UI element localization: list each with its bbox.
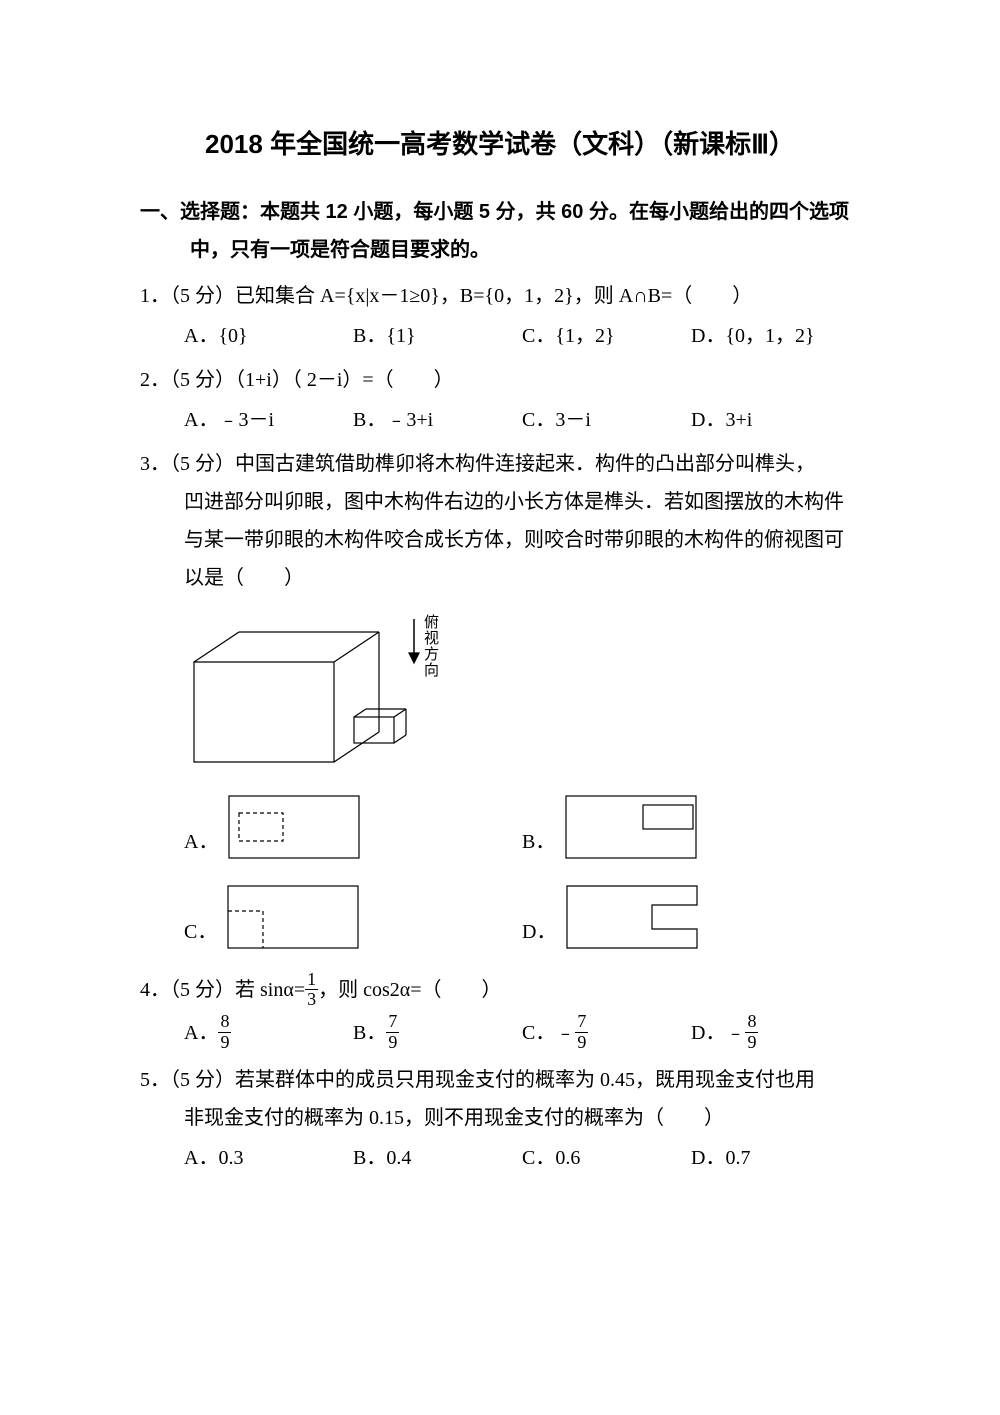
q5-option-b: B．0.4 bbox=[353, 1139, 522, 1177]
q4-stem-frac: 13 bbox=[305, 970, 318, 1011]
question-2: 2．（5 分）（1+i）（ 2－i）=（ ） A．﹣3－i B．﹣3+i C．3… bbox=[140, 361, 860, 439]
q3-figure-c-icon bbox=[223, 881, 363, 953]
q4-stem: 4．（5 分）若 sinα=13，则 cos2α=（ ） bbox=[140, 971, 860, 1012]
question-4: 4．（5 分）若 sinα=13，则 cos2α=（ ） A．89 B．79 C… bbox=[140, 971, 860, 1054]
q4-label-d: D．﹣ bbox=[691, 1022, 745, 1044]
q4-option-b: B．79 bbox=[353, 1014, 522, 1055]
q5-body1: 非现金支付的概率为 0.15，则不用现金支付的概率为（ ） bbox=[140, 1099, 860, 1137]
q4-label-b: B． bbox=[353, 1022, 386, 1044]
q4-frac-c: 79 bbox=[575, 1012, 588, 1053]
q1-stem: 1．（5 分）已知集合 A={x|x－1≥0}，B={0，1，2}，则 A∩B=… bbox=[140, 277, 860, 315]
q5-option-c: C．0.6 bbox=[522, 1139, 691, 1177]
q1-option-a: A．{0} bbox=[184, 317, 353, 355]
q4-frac-b: 79 bbox=[386, 1012, 399, 1053]
q2-option-b: B．﹣3+i bbox=[353, 401, 522, 439]
q4-stem-pre: 4．（5 分）若 sinα= bbox=[140, 979, 305, 1001]
q3-body3: 以是（ ） bbox=[140, 559, 860, 597]
q5-option-d: D．0.7 bbox=[691, 1139, 860, 1177]
q3-body1: 凹进部分叫卯眼，图中木构件右边的小长方体是榫头．若如图摆放的木构件 bbox=[140, 483, 860, 521]
q3-label-b: B． bbox=[522, 823, 555, 863]
q3-figure-a-icon bbox=[224, 791, 364, 863]
question-1: 1．（5 分）已知集合 A={x|x－1≥0}，B={0，1，2}，则 A∩B=… bbox=[140, 277, 860, 355]
q4-label-a: A． bbox=[184, 1022, 218, 1044]
q3-label-d: D． bbox=[522, 913, 556, 953]
q3-figure-b-icon bbox=[561, 791, 701, 863]
q5-option-a: A．0.3 bbox=[184, 1139, 353, 1177]
q3-label-c: C． bbox=[184, 913, 217, 953]
section-header-line1: 一、选择题：本题共 12 小题，每小题 5 分，共 60 分。在每小题给出的四个… bbox=[140, 193, 860, 231]
q3-choice-grid: A． B． C． bbox=[140, 791, 860, 953]
q1-option-c: C．{1，2} bbox=[522, 317, 691, 355]
q4-option-d: D．﹣89 bbox=[691, 1014, 860, 1055]
q1-options: A．{0} B．{1} C．{1，2} D．{0，1，2} bbox=[140, 317, 860, 355]
q3-label-a: A． bbox=[184, 823, 218, 863]
q5-stem: 5．（5 分）若某群体中的成员只用现金支付的概率为 0.45，既用现金支付也用 bbox=[140, 1061, 860, 1099]
section-header-line2: 中，只有一项是符合题目要求的。 bbox=[140, 231, 860, 269]
q1-option-b: B．{1} bbox=[353, 317, 522, 355]
q2-option-a: A．﹣3－i bbox=[184, 401, 353, 439]
q2-option-c: C．3－i bbox=[522, 401, 691, 439]
q3-option-d: D． bbox=[522, 881, 860, 953]
view-dir-char4: 向 bbox=[424, 662, 439, 679]
q3-body2: 与某一带卯眼的木构件咬合成长方体，则咬合时带卯眼的木构件的俯视图可 bbox=[140, 521, 860, 559]
question-3: 3．（5 分）中国古建筑借助榫卯将木构件连接起来．构件的凸出部分叫榫头， 凹进部… bbox=[140, 445, 860, 953]
q2-option-d: D．3+i bbox=[691, 401, 860, 439]
q4-option-c: C．﹣79 bbox=[522, 1014, 691, 1055]
q2-stem: 2．（5 分）（1+i）（ 2－i）=（ ） bbox=[140, 361, 860, 399]
q4-stem-post: ，则 cos2α=（ ） bbox=[318, 979, 501, 1001]
q3-main-figure: 俯 视 方 向 bbox=[140, 607, 860, 777]
q3-figure-d-icon bbox=[562, 881, 702, 953]
q3-option-a: A． bbox=[184, 791, 522, 863]
question-5: 5．（5 分）若某群体中的成员只用现金支付的概率为 0.45，既用现金支付也用 … bbox=[140, 1061, 860, 1177]
q2-options: A．﹣3－i B．﹣3+i C．3－i D．3+i bbox=[140, 401, 860, 439]
q4-option-a: A．89 bbox=[184, 1014, 353, 1055]
q4-frac-a: 89 bbox=[218, 1012, 231, 1053]
q3-stem: 3．（5 分）中国古建筑借助榫卯将木构件连接起来．构件的凸出部分叫榫头， bbox=[140, 445, 860, 483]
view-dir-char1: 俯 bbox=[424, 614, 439, 631]
q3-option-c: C． bbox=[184, 881, 522, 953]
q3-option-b: B． bbox=[522, 791, 860, 863]
view-dir-char3: 方 bbox=[424, 646, 439, 663]
q4-label-c: C．﹣ bbox=[522, 1022, 575, 1044]
q4-frac-d: 89 bbox=[745, 1012, 758, 1053]
q4-options: A．89 B．79 C．﹣79 D．﹣89 bbox=[140, 1014, 860, 1055]
section-header: 一、选择题：本题共 12 小题，每小题 5 分，共 60 分。在每小题给出的四个… bbox=[140, 193, 860, 269]
q1-option-d: D．{0，1，2} bbox=[691, 317, 860, 355]
page-title: 2018 年全国统一高考数学试卷（文科）（新课标Ⅲ） bbox=[140, 120, 860, 169]
tenon-3d-icon: 俯 视 方 向 bbox=[184, 607, 444, 777]
view-dir-char2: 视 bbox=[424, 630, 439, 647]
q5-options: A．0.3 B．0.4 C．0.6 D．0.7 bbox=[140, 1139, 860, 1177]
